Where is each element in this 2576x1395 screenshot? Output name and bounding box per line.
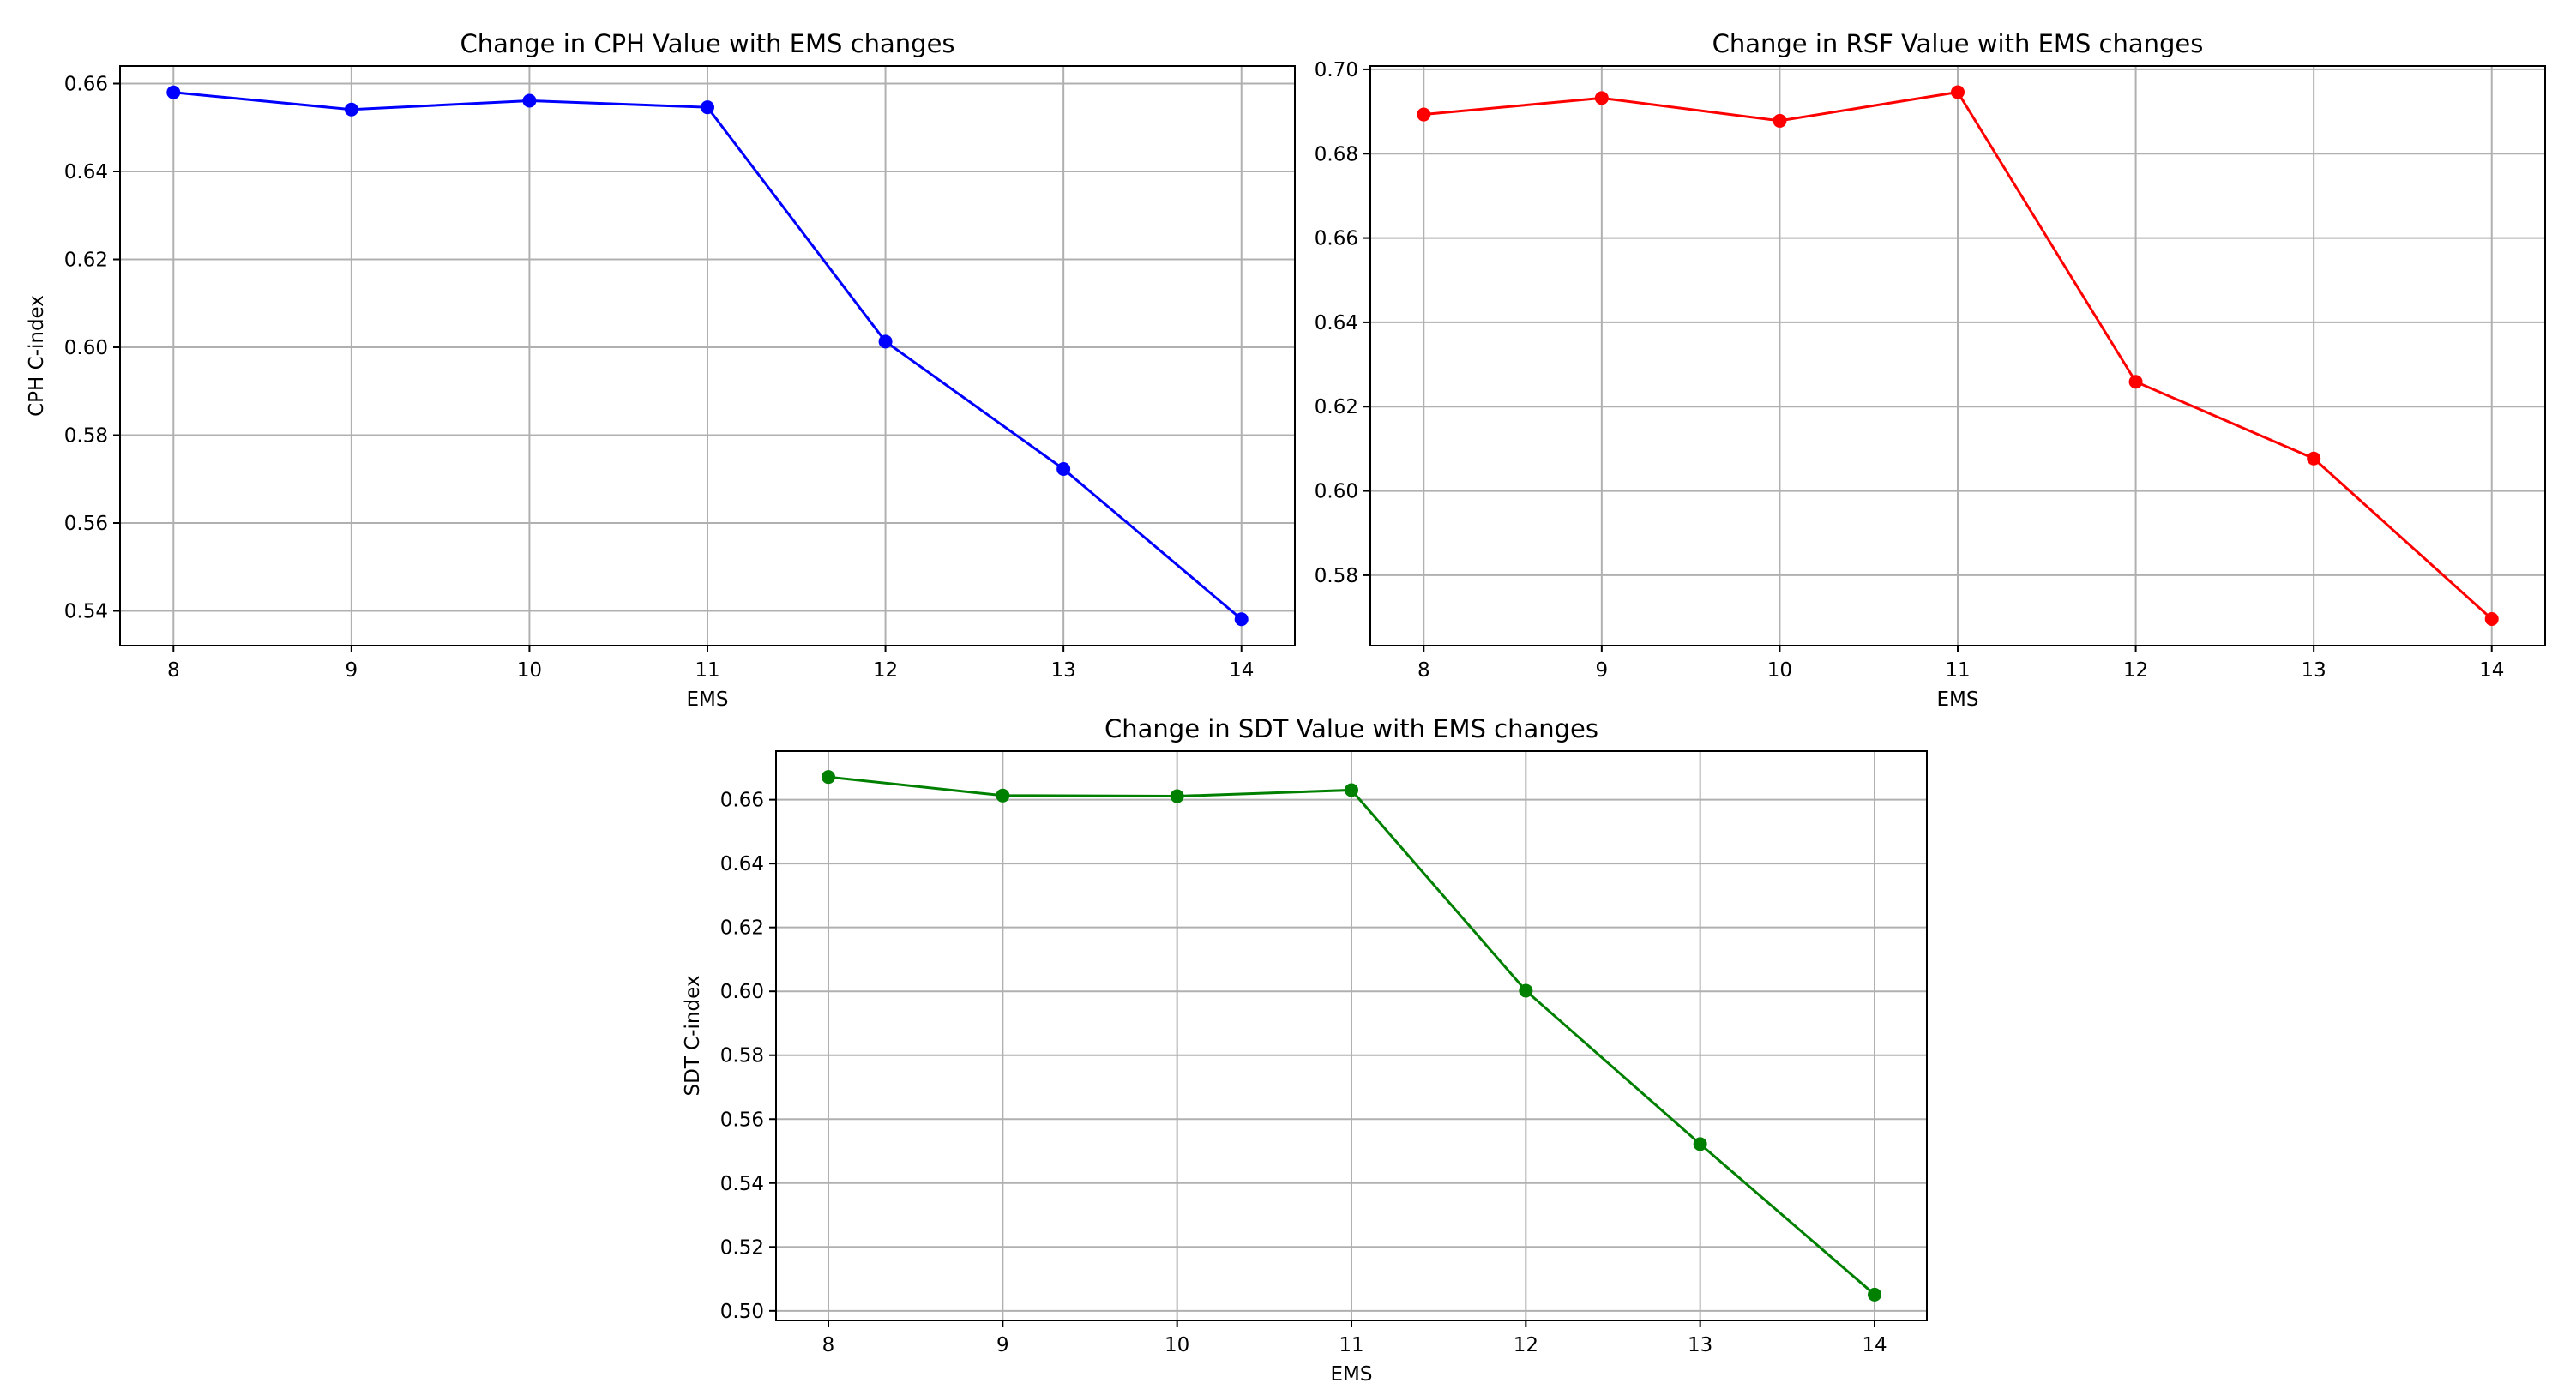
plot-frame: [1369, 65, 2546, 646]
plot-frame: [119, 65, 1296, 646]
data-point: [1773, 113, 1787, 128]
data-point: [2128, 375, 2143, 389]
x-tick-label: 13: [2302, 659, 2326, 682]
data-point: [1234, 612, 1249, 627]
x-tick-label: 12: [2123, 659, 2148, 682]
y-tick-label: 0.50: [720, 1301, 764, 1323]
y-tick-label: 0.70: [1315, 59, 1358, 81]
y-tick-label: 0.62: [1315, 396, 1358, 418]
data-point: [2307, 451, 2321, 466]
x-axis-label: EMS: [1331, 1363, 1373, 1386]
data-point: [1594, 91, 1609, 105]
data-point: [166, 85, 181, 99]
x-tick-label: 8: [822, 1334, 835, 1356]
x-tick-label: 11: [695, 659, 719, 682]
chart-title: Change in CPH Value with EMS changes: [460, 29, 954, 58]
y-tick-label: 0.64: [720, 853, 764, 875]
y-tick-label: 0.66: [720, 790, 764, 812]
y-tick-label: 0.68: [1315, 143, 1358, 165]
data-point: [996, 788, 1010, 803]
data-point: [344, 102, 358, 117]
y-axis-label: CPH C-index: [26, 295, 48, 417]
data-point: [1693, 1137, 1707, 1151]
y-tick-label: 0.64: [64, 161, 108, 183]
x-tick-label: 11: [1945, 659, 1970, 682]
y-tick-label: 0.64: [1315, 312, 1358, 334]
x-axis-label: EMS: [1937, 688, 1979, 711]
x-tick-label: 11: [1339, 1334, 1363, 1356]
x-tick-label: 14: [1229, 659, 1254, 682]
y-tick-label: 0.52: [720, 1236, 764, 1259]
data-point: [1868, 1287, 1881, 1302]
y-tick-label: 0.62: [720, 917, 764, 940]
x-tick-label: 9: [1596, 659, 1609, 682]
data-point: [1951, 85, 1965, 99]
chart-sdt: 8 9 10 11 12 13 14 0.50 0.52 0.54 0.56 0.58 0.60 0.62…: [682, 714, 1928, 1386]
chart-rsf: 8 9 10 11 12 13 14 0.58 0.60 0.62 0.64 0.66 0.68 0.70…: [1315, 29, 2546, 711]
x-tick-label: 10: [1165, 1334, 1189, 1356]
data-point: [1519, 983, 1533, 998]
x-tick-label: 9: [346, 659, 358, 682]
x-tick-label: 14: [1862, 1334, 1887, 1356]
x-tick-label: 10: [517, 659, 542, 682]
data-point: [2484, 612, 2499, 627]
data-point: [1056, 461, 1071, 476]
y-tick-label: 0.60: [64, 337, 108, 359]
y-tick-label: 0.54: [720, 1173, 764, 1195]
x-tick-label: 13: [1051, 659, 1076, 682]
x-tick-label: 12: [1514, 1334, 1538, 1356]
y-tick-label: 0.56: [720, 1109, 764, 1131]
x-tick-label: 8: [1417, 659, 1430, 682]
data-point: [1417, 107, 1431, 122]
x-tick-label: 14: [2479, 659, 2504, 682]
chart-title: Change in RSF Value with EMS changes: [1712, 29, 2204, 58]
y-tick-label: 0.62: [64, 250, 108, 272]
y-tick-label: 0.58: [1315, 565, 1358, 587]
chart-title: Change in SDT Value with EMS changes: [1104, 714, 1598, 743]
data-point: [701, 100, 714, 115]
data-point: [822, 770, 835, 785]
y-tick-label: 0.58: [720, 1045, 764, 1067]
data-point: [522, 93, 537, 108]
x-tick-label: 13: [1688, 1334, 1712, 1356]
x-tick-label: 12: [873, 659, 898, 682]
y-tick-label: 0.60: [720, 981, 764, 1003]
y-tick-label: 0.66: [1315, 228, 1358, 250]
y-tick-label: 0.60: [1315, 481, 1358, 503]
y-tick-label: 0.66: [64, 74, 108, 96]
x-axis-label: EMS: [687, 688, 729, 711]
x-tick-label: 9: [996, 1334, 1009, 1356]
data-point: [1170, 789, 1184, 803]
y-tick-label: 0.56: [64, 513, 108, 535]
y-tick-label: 0.54: [64, 601, 108, 623]
chart-cph: 8 9 10 11 12 13 14 0.54 0.56 0.58 0.60 0.62 0.64 0.66…: [26, 29, 1296, 711]
x-tick-label: 8: [167, 659, 180, 682]
x-tick-label: 10: [1767, 659, 1792, 682]
y-tick-label: 0.58: [64, 425, 108, 448]
y-axis-label: SDT C-index: [682, 976, 704, 1097]
plot-frame: [775, 750, 1928, 1321]
data-point: [878, 334, 893, 349]
data-point: [1345, 783, 1358, 797]
